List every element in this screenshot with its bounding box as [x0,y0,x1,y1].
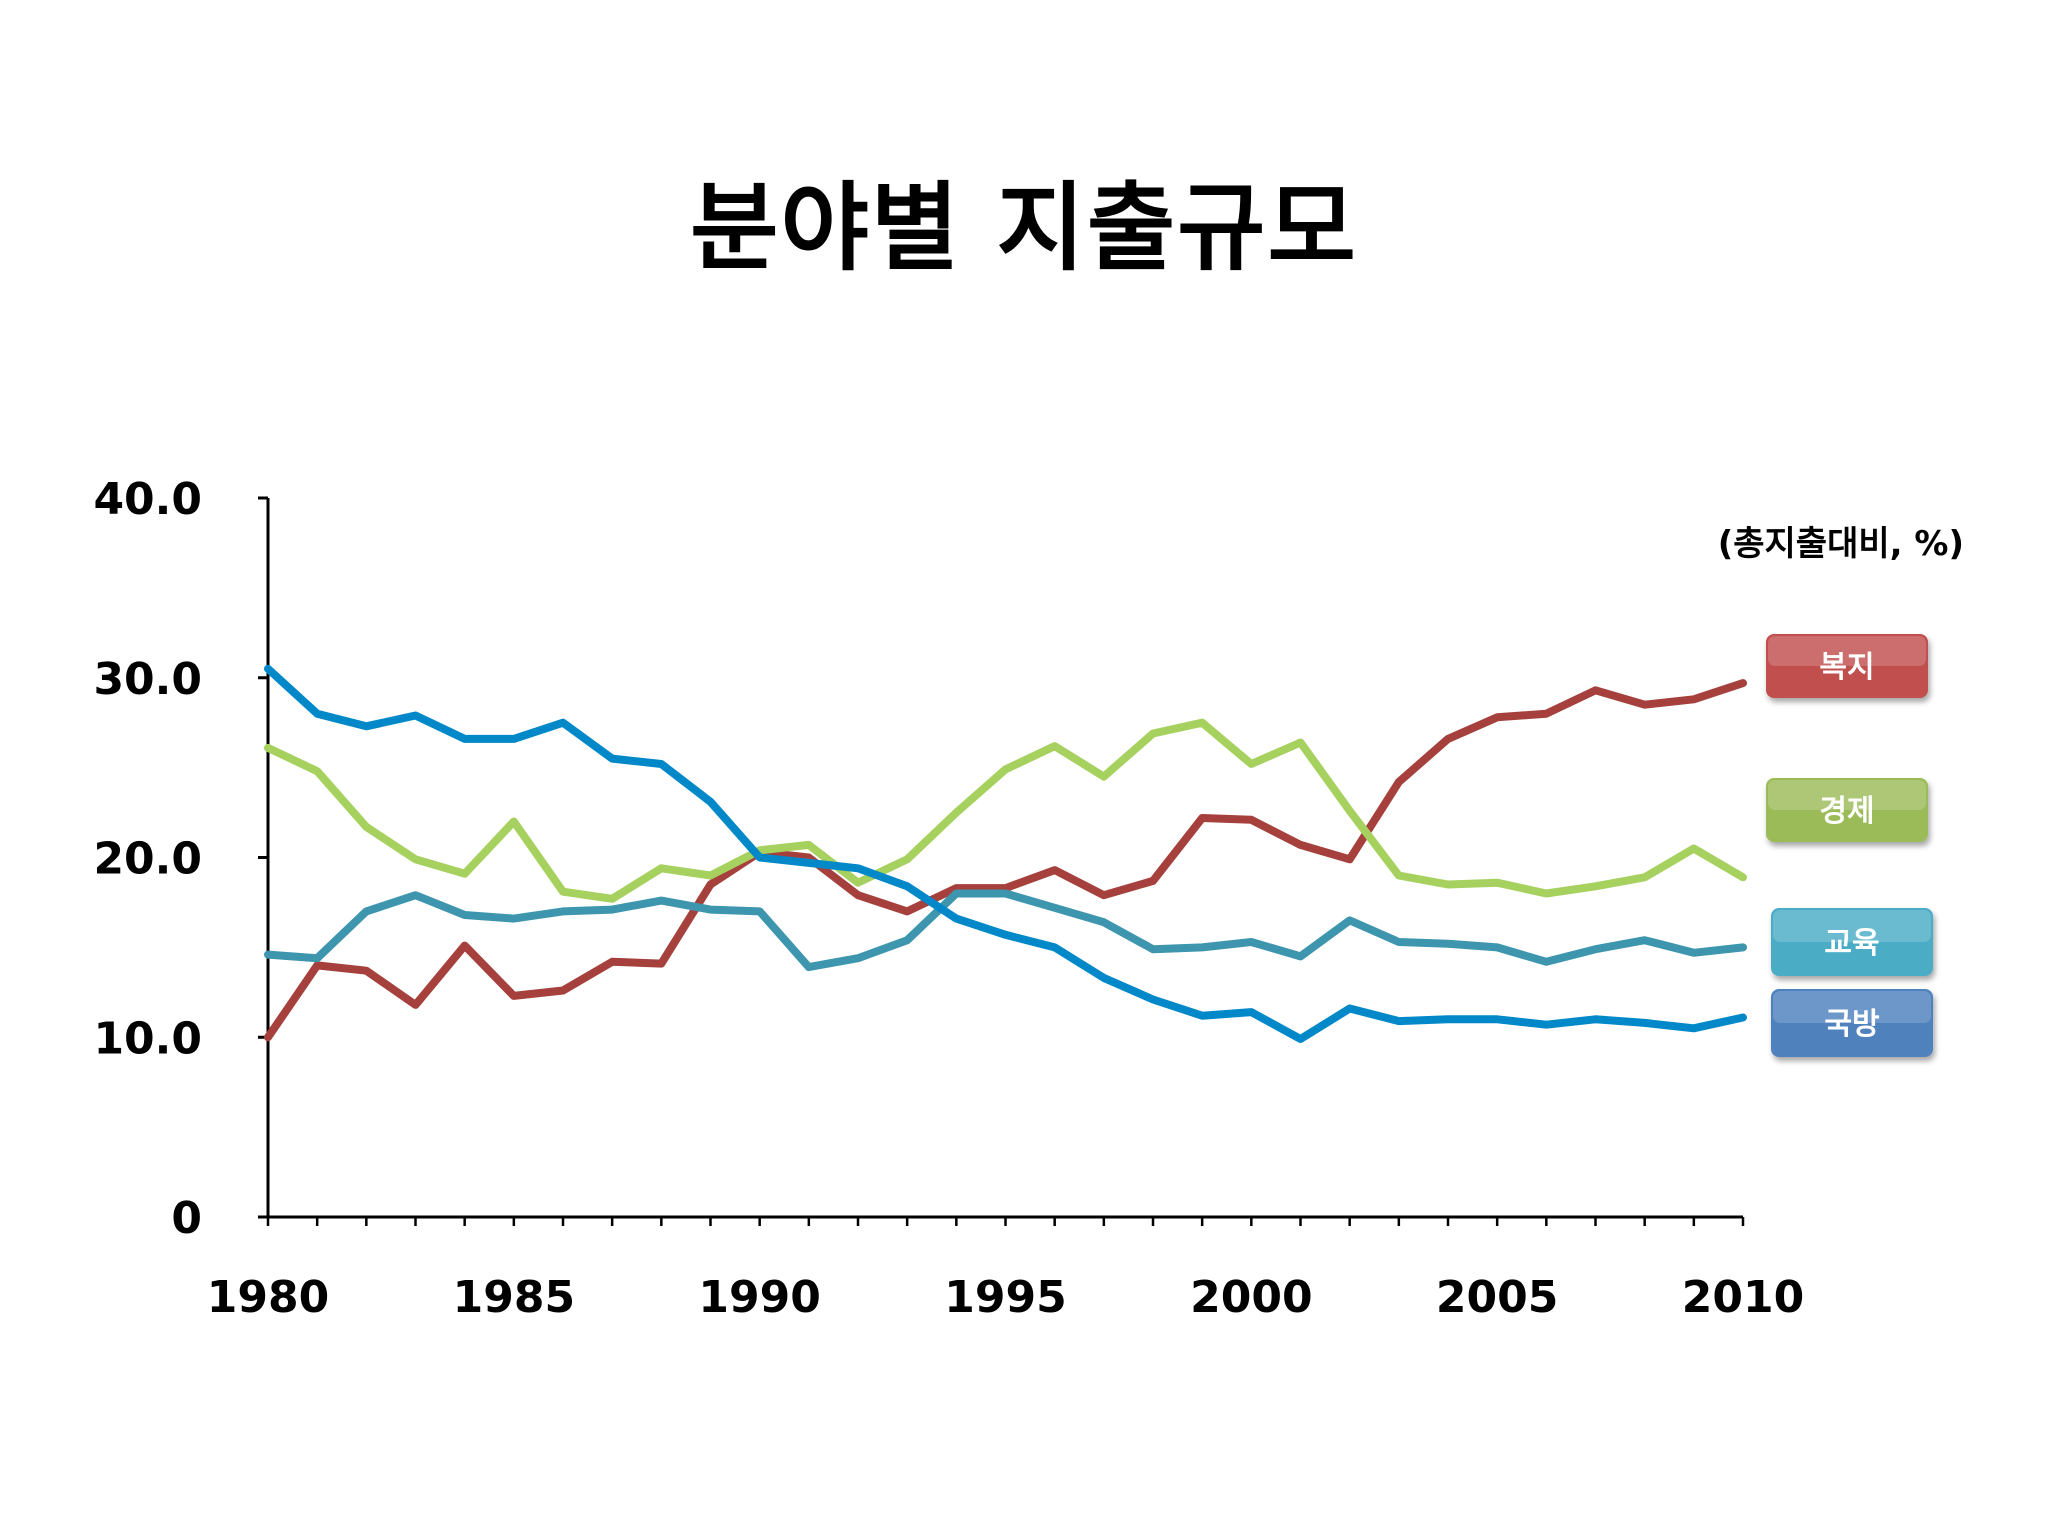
legend-swatch-gloss [1768,636,1926,666]
x-tick-label: 1995 [944,1272,1066,1323]
y-axis-tick-labels: 0 10.0 20.0 30.0 40.0 [93,474,202,1244]
x-axis-tick-labels: 1980 1985 1990 1995 2000 2005 2010 [207,1272,1804,1323]
x-tick-label: 1990 [698,1272,820,1323]
legend-item: 복지 [1766,634,1928,698]
unit-label: (총지출대비, %) [1718,524,1964,564]
x-axis-ticks [266,1217,1745,1226]
series-line-0 [264,679,1747,1042]
legend-swatch [1766,778,1928,842]
x-tick-label: 1980 [207,1272,329,1323]
y-tick-label: 40.0 [93,474,202,525]
legend-label: 경제 [1819,794,1874,829]
legend-swatch [1766,634,1928,698]
y-tick-label: 0 [171,1193,202,1244]
legend-item: 경제 [1766,778,1928,842]
series-lines [264,664,1747,1043]
y-tick-label: 30.0 [93,654,202,705]
y-tick-label: 20.0 [93,834,202,885]
y-tick-label: 10.0 [93,1013,202,1064]
series-line-3 [264,664,1747,1043]
legend-swatch-gloss [1773,910,1931,942]
legend-swatch-gloss [1773,991,1931,1023]
legend-label: 복지 [1819,650,1874,685]
chart-title: 분야별 지출규모 [690,172,1358,284]
series-line-2 [264,889,1747,972]
legend-swatch [1771,908,1933,976]
legend-item: 교육 [1771,908,1933,976]
legend-swatch-gloss [1768,780,1926,810]
legend-label: 국방 [1824,1007,1880,1042]
legend-swatch [1771,989,1933,1057]
x-tick-label: 2000 [1190,1272,1312,1323]
legend-label: 교육 [1824,926,1879,961]
x-tick-label: 2010 [1682,1272,1804,1323]
x-tick-label: 2005 [1436,1272,1558,1323]
y-axis-ticks [258,496,268,1219]
legend-item: 국방 [1771,989,1933,1057]
series-line-1 [264,718,1747,903]
x-tick-label: 1985 [453,1272,575,1323]
